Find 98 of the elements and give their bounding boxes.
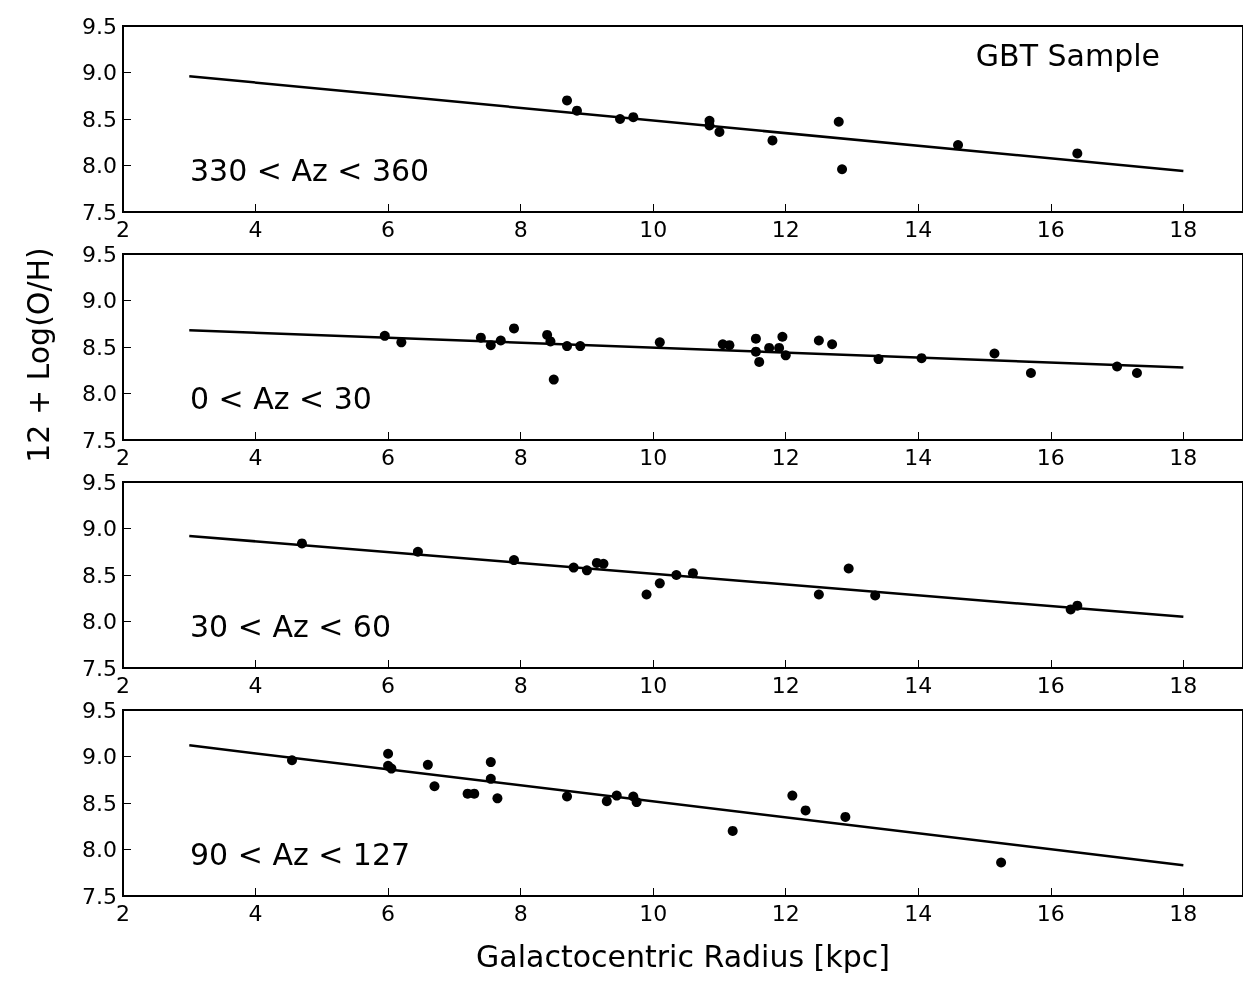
point bbox=[837, 164, 848, 175]
point bbox=[989, 348, 1000, 359]
y-tick-label: 8.0 bbox=[82, 153, 117, 178]
point bbox=[654, 578, 665, 589]
y-tick-label: 9.0 bbox=[82, 516, 117, 541]
y-tick-label: 8.0 bbox=[82, 381, 117, 406]
point bbox=[562, 95, 573, 106]
y-tick-label: 9.0 bbox=[82, 744, 117, 769]
x-tick-label: 16 bbox=[1036, 216, 1065, 242]
annotation: 330 < Az < 360 bbox=[190, 152, 430, 188]
y-tick-label: 9.5 bbox=[82, 697, 117, 723]
x-tick-label: 6 bbox=[381, 672, 396, 698]
x-tick-label: 18 bbox=[1169, 216, 1198, 242]
y-axis-title: 12 + Log(O/H) bbox=[20, 247, 56, 463]
point bbox=[714, 127, 725, 138]
x-tick-label: 16 bbox=[1036, 672, 1065, 698]
y-tick-label: 9.5 bbox=[82, 469, 117, 495]
point bbox=[598, 558, 609, 569]
x-tick-label: 2 bbox=[116, 900, 130, 926]
x-tick-label: 8 bbox=[513, 900, 528, 926]
point bbox=[422, 759, 433, 770]
point bbox=[767, 135, 778, 146]
y-tick-label: 9.0 bbox=[82, 288, 117, 313]
x-tick-label: 4 bbox=[248, 444, 263, 470]
x-tick-label: 2 bbox=[116, 672, 130, 698]
point bbox=[724, 340, 735, 351]
y-tick-label: 7.5 bbox=[82, 883, 117, 909]
point bbox=[654, 337, 665, 348]
point bbox=[754, 356, 765, 367]
x-tick-label: 18 bbox=[1169, 444, 1198, 470]
x-tick-label: 6 bbox=[381, 444, 396, 470]
point bbox=[641, 589, 652, 600]
x-tick-label: 4 bbox=[248, 672, 263, 698]
point bbox=[813, 335, 824, 346]
point bbox=[996, 857, 1007, 868]
point bbox=[485, 757, 496, 768]
point bbox=[750, 333, 761, 344]
point bbox=[509, 323, 520, 334]
x-tick-label: 14 bbox=[904, 444, 933, 470]
x-axis-title: Galactocentric Radius [kpc] bbox=[476, 938, 890, 974]
point bbox=[827, 339, 838, 350]
x-tick-label: 10 bbox=[639, 900, 668, 926]
point bbox=[1131, 368, 1142, 379]
point bbox=[429, 781, 440, 792]
point bbox=[727, 825, 738, 836]
y-tick-label: 9.5 bbox=[82, 241, 117, 267]
y-tick-label: 8.5 bbox=[82, 106, 117, 132]
point bbox=[800, 805, 811, 816]
point bbox=[843, 563, 854, 574]
point bbox=[1025, 368, 1036, 379]
x-tick-label: 12 bbox=[771, 672, 800, 698]
y-tick-label: 8.0 bbox=[82, 837, 117, 862]
point bbox=[813, 589, 824, 600]
y-tick-label: 8.5 bbox=[82, 790, 117, 816]
x-tick-label: 2 bbox=[116, 216, 130, 242]
x-tick-label: 12 bbox=[771, 216, 800, 242]
x-tick-label: 8 bbox=[513, 444, 528, 470]
y-tick-label: 9.5 bbox=[82, 13, 117, 39]
x-tick-label: 2 bbox=[116, 444, 130, 470]
x-tick-label: 10 bbox=[639, 672, 668, 698]
y-tick-label: 7.5 bbox=[82, 199, 117, 225]
point bbox=[1072, 148, 1083, 159]
annotation: 0 < Az < 30 bbox=[190, 380, 372, 416]
x-tick-label: 14 bbox=[904, 672, 933, 698]
point bbox=[383, 748, 394, 759]
y-tick-label: 8.0 bbox=[82, 609, 117, 634]
x-tick-label: 6 bbox=[381, 900, 396, 926]
x-tick-label: 16 bbox=[1036, 900, 1065, 926]
annotation: 30 < Az < 60 bbox=[190, 608, 392, 644]
x-tick-label: 4 bbox=[248, 216, 263, 242]
y-tick-label: 8.5 bbox=[82, 562, 117, 588]
x-tick-label: 14 bbox=[904, 216, 933, 242]
point bbox=[601, 796, 612, 807]
point bbox=[777, 331, 788, 342]
x-tick-label: 10 bbox=[639, 444, 668, 470]
point bbox=[787, 790, 798, 801]
x-tick-label: 6 bbox=[381, 216, 396, 242]
y-tick-label: 8.5 bbox=[82, 334, 117, 360]
chart-title: GBT Sample bbox=[975, 37, 1161, 73]
point bbox=[548, 374, 559, 385]
y-tick-label: 9.0 bbox=[82, 60, 117, 85]
x-tick-label: 18 bbox=[1169, 900, 1198, 926]
y-tick-label: 7.5 bbox=[82, 427, 117, 453]
x-tick-label: 16 bbox=[1036, 444, 1065, 470]
point bbox=[840, 811, 851, 822]
point bbox=[492, 793, 503, 804]
y-tick-label: 7.5 bbox=[82, 655, 117, 681]
x-tick-label: 12 bbox=[771, 444, 800, 470]
point bbox=[833, 116, 844, 127]
point bbox=[562, 791, 573, 802]
x-tick-label: 14 bbox=[904, 900, 933, 926]
x-tick-label: 18 bbox=[1169, 672, 1198, 698]
annotation: 90 < Az < 127 bbox=[190, 836, 411, 872]
x-tick-label: 4 bbox=[248, 900, 263, 926]
x-tick-label: 12 bbox=[771, 900, 800, 926]
x-tick-label: 8 bbox=[513, 216, 528, 242]
x-tick-label: 10 bbox=[639, 216, 668, 242]
x-tick-label: 8 bbox=[513, 672, 528, 698]
